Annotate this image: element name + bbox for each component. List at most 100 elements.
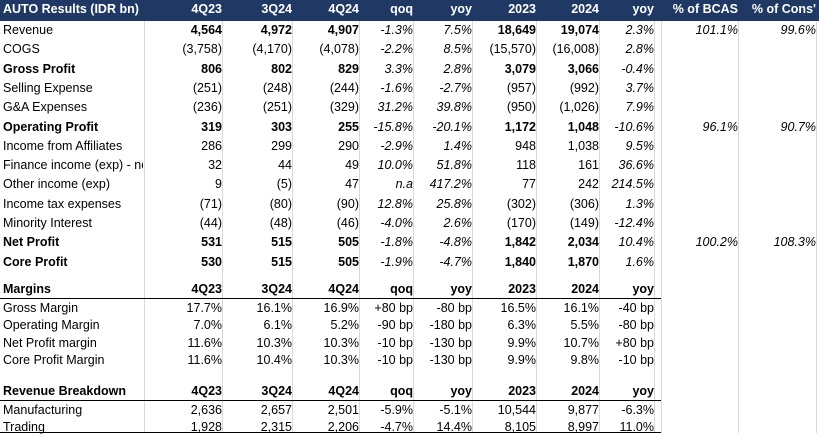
row-value: 2,501 (327, 403, 359, 417)
row-value: -1.8% (380, 235, 413, 249)
row-value: (48) (269, 216, 292, 230)
row-value: 51.8% (436, 158, 472, 172)
row-label: Gross Profit (3, 62, 76, 76)
row-value: -10.6% (614, 120, 654, 134)
row-value: 36.6% (618, 158, 654, 172)
header-col-6: 2024 (571, 2, 599, 16)
row-value: -10 bp (377, 352, 413, 367)
row-value: 11.0% (619, 420, 654, 435)
grid-line (654, 0, 655, 433)
section-col-0: 4Q23 (191, 282, 222, 296)
row-value: 255 (338, 120, 359, 134)
row-label: COGS (3, 42, 40, 56)
row-value: 2,206 (327, 420, 359, 435)
row-value: 505 (338, 235, 359, 249)
row-value: 3.3% (384, 62, 414, 76)
row-value: 4,907 (327, 23, 359, 37)
table-row: Operating Profit 319 303 255 -15.8% -20.1% 1,1… (0, 118, 819, 137)
row-value: (957) (506, 81, 536, 95)
row-value: 829 (338, 62, 359, 76)
row-value: 6.3% (507, 318, 537, 333)
row-label: Net Profit (3, 235, 60, 249)
row-value: 10.3% (323, 335, 359, 350)
row-value: (236) (192, 100, 222, 114)
row-value: 17.7% (186, 301, 222, 315)
row-value: 16.5% (500, 301, 536, 315)
row-value: 1,842 (504, 235, 536, 249)
header-col-2: 4Q24 (328, 2, 359, 16)
row-value: 505 (338, 255, 359, 269)
row-value: (4,170) (252, 42, 292, 56)
row-value: 8.5% (443, 42, 473, 56)
row-label: Manufacturing (3, 403, 83, 417)
row-value: 99.6% (780, 23, 816, 37)
header-col-1: 3Q24 (261, 2, 292, 16)
row-value: 9.9% (507, 352, 537, 367)
row-value: 1,840 (504, 255, 536, 269)
row-value: 18,649 (497, 23, 536, 37)
row-value: 2.6% (443, 216, 473, 230)
section-title: Revenue Breakdown (3, 384, 126, 398)
row-value: 2,657 (260, 403, 292, 417)
row-value: (149) (569, 216, 599, 230)
row-value: 515 (271, 235, 292, 249)
grid-line (536, 0, 537, 433)
row-value: (16,008) (552, 42, 599, 56)
row-value: 3.7% (625, 81, 655, 95)
row-label: Core Profit Margin (3, 352, 105, 367)
row-value: (71) (199, 197, 222, 211)
grid-line (359, 0, 360, 433)
row-value: (329) (329, 100, 359, 114)
row-value: 2.3% (625, 23, 655, 37)
row-value: 515 (271, 255, 292, 269)
table-row: Minority Interest (44) (48) (46) -4.0% 2.6% (1… (0, 214, 819, 233)
grid-line (472, 0, 473, 433)
row-value: (251) (262, 100, 292, 114)
row-value: -10 bp (618, 352, 654, 367)
table-row: Gross Profit 806 802 829 3.3% 2.8% 3,079 3,066 -… (0, 60, 819, 79)
row-value: 417.2% (429, 177, 472, 191)
row-value: n.a (395, 177, 413, 191)
row-value: 49 (345, 158, 359, 172)
row-value: (15,570) (489, 42, 536, 56)
row-value: 10,544 (497, 403, 536, 417)
main-header-row: AUTO Results (IDR bn) 4Q23 3Q24 4Q24 qoq yoy 2… (0, 0, 819, 21)
row-label: Finance income (exp) - ne (3, 158, 143, 172)
row-value: (248) (262, 81, 292, 95)
section-col-2: 4Q24 (328, 384, 359, 398)
row-value: -5.9% (380, 403, 413, 417)
row-label: Operating Margin (3, 318, 100, 333)
grid-line (816, 0, 817, 433)
table-row: Revenue 4,564 4,972 4,907 -1.3% 7.5% 18,649 19,… (0, 21, 819, 40)
row-value: 25.8% (436, 197, 472, 211)
row-value: 2.8% (443, 62, 473, 76)
row-value: -80 bp (618, 318, 654, 333)
table-row: Net Profit 531 515 505 -1.8% -4.8% 1,842 2,034 1… (0, 233, 819, 252)
row-value: 4,564 (190, 23, 222, 37)
row-value: 2,034 (567, 235, 599, 249)
table-row: Operating Margin 7.0% 6.1% 5.2% -90 bp -180 b… (0, 316, 819, 335)
row-value: -80 bp (436, 301, 472, 315)
row-value: 1,928 (190, 420, 222, 435)
row-value: 16.1% (563, 301, 599, 315)
section-col-5: 2023 (508, 282, 536, 296)
table-row: Finance income (exp) - ne 32 44 49 10.0% 51.8… (0, 156, 819, 175)
row-value: 3,066 (567, 62, 599, 76)
row-value: (4,078) (319, 42, 359, 56)
row-value: 10.4% (618, 235, 654, 249)
row-value: 44 (278, 158, 292, 172)
grid-line (222, 0, 223, 433)
row-value: -12.4% (614, 216, 654, 230)
section-col-3: qoq (390, 282, 413, 296)
row-value: -2.9% (380, 139, 413, 153)
row-value: -1.6% (380, 81, 413, 95)
section-col-6: 2024 (571, 384, 599, 398)
row-value: 8,997 (567, 420, 599, 435)
table-row: COGS (3,758) (4,170) (4,078) -2.2% 8.5% (15,57… (0, 40, 819, 59)
row-value: 47 (345, 177, 359, 191)
row-label: Trading (3, 420, 45, 435)
row-value: 2,315 (260, 420, 292, 435)
section-col-3: qoq (390, 384, 413, 398)
row-value: 10.4% (256, 352, 292, 367)
table-row: G&A Expenses (236) (251) (329) 31.2% 39.8% (95… (0, 98, 819, 117)
